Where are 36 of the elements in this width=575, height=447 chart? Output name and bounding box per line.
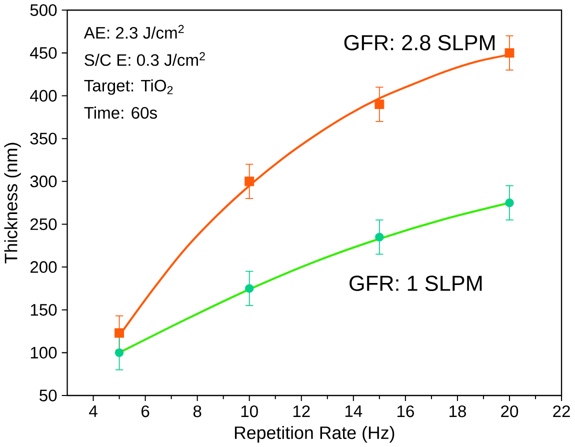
- y-tick-label: 50: [40, 390, 57, 402]
- point: [374, 100, 384, 110]
- series-label: GFR: 2.8 SLPM: [344, 35, 495, 50]
- point: [114, 348, 124, 358]
- x-tick-label: 8: [193, 406, 202, 418]
- y-tick-label: 100: [30, 346, 57, 359]
- y-axis-title: Thickness (nm): [4, 142, 21, 264]
- annotation: S/C E: 0.3 J/cm$^{2}$: [84, 52, 205, 66]
- x-tick-label: 4: [89, 406, 98, 417]
- x-axis-title: Repetition Rate (Hz): [234, 426, 394, 443]
- point: [504, 48, 514, 58]
- y-tick-label: 350: [30, 132, 57, 145]
- x-tick-label: 14: [345, 406, 362, 417]
- point: [114, 328, 124, 338]
- y-tick-label: 300: [30, 176, 57, 188]
- point: [245, 284, 254, 293]
- x-tick-label: 22: [553, 406, 570, 418]
- annotation: Target: TiO$_{2}$: [84, 79, 173, 95]
- point: [244, 176, 254, 186]
- annotation: AE: 2.3 J/cm$^{2}$: [84, 24, 184, 39]
- y-tick-label: 250: [30, 218, 57, 230]
- y-tick-label: 400: [30, 90, 57, 102]
- x-tick-label: 10: [241, 406, 258, 418]
- x-tick-label: 12: [293, 406, 310, 418]
- annotation: Time: 60s: [84, 106, 157, 119]
- y-tick-label: 150: [30, 304, 57, 316]
- x-tick-label: 18: [450, 406, 466, 418]
- x-tick-label: 20: [501, 406, 518, 418]
- point: [375, 232, 384, 242]
- x-tick-label: 16: [397, 406, 414, 418]
- x-tick-label: 6: [142, 406, 150, 418]
- point: [505, 198, 514, 208]
- text: GFR: 1 SLPM: [350, 276, 482, 292]
- y-tick-label: 200: [30, 261, 57, 273]
- y-tick-label: 450: [30, 47, 57, 59]
- y-tick-label: 500: [30, 4, 57, 16]
